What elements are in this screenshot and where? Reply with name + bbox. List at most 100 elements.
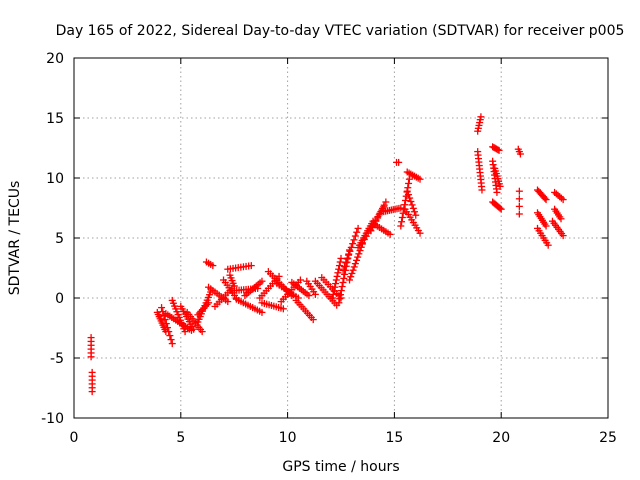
data-point — [395, 158, 403, 166]
data-point — [198, 328, 206, 336]
data-point — [346, 276, 354, 284]
data-point — [367, 227, 375, 235]
data-point — [515, 187, 523, 195]
data-point — [205, 299, 213, 307]
data-point — [408, 201, 416, 209]
data-point — [348, 269, 356, 277]
data-point — [337, 291, 345, 299]
data-point — [167, 336, 175, 344]
data-point — [311, 290, 319, 298]
x-tick-label: 5 — [176, 430, 185, 446]
data-points — [87, 113, 567, 396]
data-point — [258, 308, 266, 316]
data-point — [541, 194, 549, 202]
data-point — [542, 222, 550, 230]
data-point — [412, 211, 420, 219]
x-tick-labels: 0 5 10 15 20 25 — [70, 430, 617, 446]
chart-title: Day 165 of 2022, Sidereal Day-to-day VTE… — [56, 23, 625, 39]
data-point — [161, 316, 169, 324]
data-point — [559, 196, 567, 204]
data-point — [337, 287, 345, 295]
data-point — [158, 304, 166, 312]
data-point — [344, 254, 352, 262]
data-point — [350, 236, 358, 244]
data-point — [331, 283, 339, 291]
data-point — [336, 258, 344, 266]
data-point — [333, 272, 341, 280]
data-point — [335, 265, 343, 273]
data-point — [354, 224, 362, 232]
data-point — [559, 232, 567, 240]
data-point — [165, 328, 173, 336]
data-point — [398, 218, 406, 226]
x-tick-label: 20 — [492, 430, 510, 446]
data-point — [340, 274, 348, 282]
data-point — [399, 209, 407, 217]
data-point — [279, 305, 287, 313]
data-point — [403, 187, 411, 195]
data-point — [496, 204, 504, 212]
data-point — [329, 290, 337, 298]
data-point — [557, 215, 565, 223]
data-point — [416, 175, 424, 183]
data-point — [339, 278, 347, 286]
data-point — [181, 328, 189, 336]
data-point — [397, 204, 405, 212]
data-point — [398, 213, 406, 221]
data-point — [495, 146, 503, 154]
data-point — [478, 186, 486, 194]
y-tick-label: 15 — [46, 111, 64, 127]
data-point — [353, 228, 361, 236]
data-point — [353, 256, 361, 264]
data-point — [342, 259, 350, 267]
y-tick-label: 0 — [55, 291, 64, 307]
data-point — [372, 217, 380, 225]
y-axis-title: SDTVAR / TECUs — [7, 181, 23, 296]
data-point — [164, 324, 172, 332]
data-point — [338, 283, 346, 291]
x-tick-label: 10 — [279, 430, 297, 446]
data-point — [162, 320, 170, 328]
data-point — [497, 205, 505, 213]
data-point — [382, 198, 390, 206]
data-point — [190, 325, 198, 333]
data-point — [349, 240, 357, 248]
data-point — [258, 277, 266, 285]
data-point — [349, 266, 357, 274]
data-point — [341, 270, 349, 278]
x-tick-label: 0 — [70, 430, 79, 446]
y-tick-label: 10 — [46, 171, 64, 187]
data-point — [88, 388, 96, 396]
data-point — [386, 230, 394, 238]
data-point — [405, 179, 413, 187]
data-point — [275, 272, 283, 280]
data-point — [401, 196, 409, 204]
data-point — [247, 262, 255, 270]
data-point — [515, 210, 523, 218]
data-point — [416, 229, 424, 237]
data-point — [332, 276, 340, 284]
data-point — [336, 295, 344, 303]
data-point — [224, 298, 232, 306]
y-tick-label: 5 — [55, 231, 64, 247]
data-point — [355, 250, 363, 258]
axis-ticks — [73, 57, 609, 419]
data-point — [397, 222, 405, 230]
data-point — [409, 204, 417, 212]
data-point — [351, 232, 359, 240]
data-point — [328, 294, 336, 302]
data-point — [330, 287, 338, 295]
grid — [74, 58, 608, 418]
data-point — [375, 211, 383, 219]
data-point — [516, 150, 524, 158]
data-point — [346, 247, 354, 255]
data-point — [351, 260, 359, 268]
data-point — [296, 276, 304, 284]
data-point — [354, 253, 362, 261]
data-point — [340, 263, 348, 271]
y-tick-labels: -10 -5 0 5 10 15 20 — [41, 51, 64, 427]
x-tick-label: 25 — [599, 430, 617, 446]
x-axis-title: GPS time / hours — [282, 459, 399, 475]
data-point — [168, 340, 176, 348]
